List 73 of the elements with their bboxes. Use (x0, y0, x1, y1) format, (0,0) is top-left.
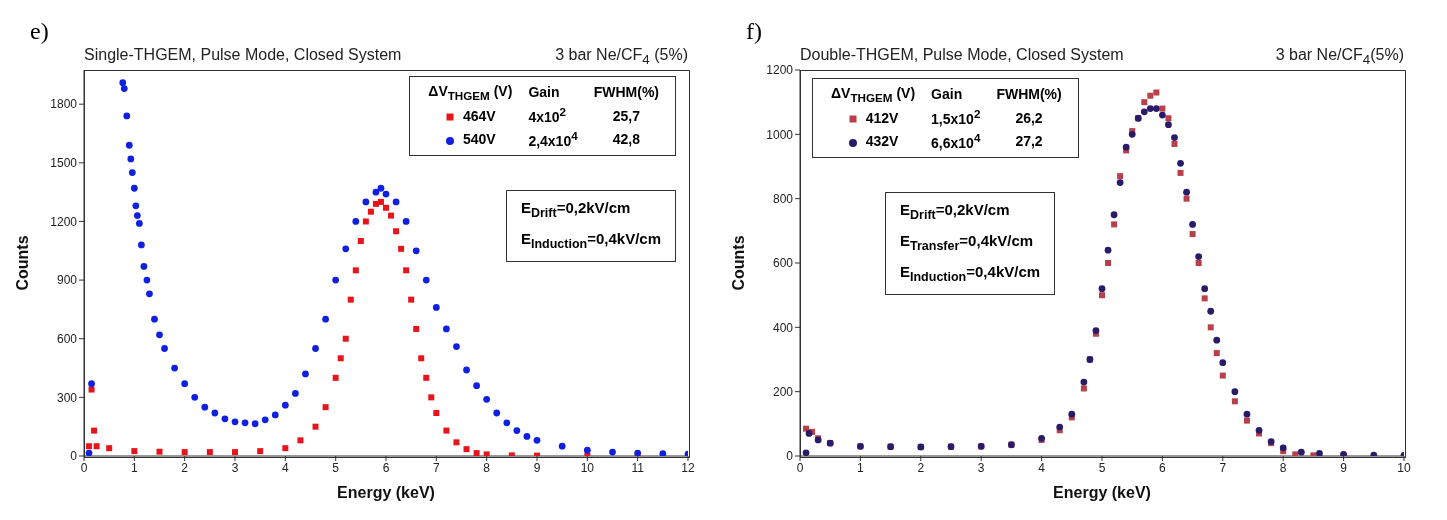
x-tick-label: 10 (1397, 460, 1411, 475)
y-axis-title: Counts (729, 235, 747, 291)
x-tick-label: 6 (382, 460, 390, 475)
x-tick-label: 9 (533, 460, 541, 475)
annotation: 2,4x10$^{4}$ (528, 129, 578, 150)
legend-label: 432V (865, 133, 899, 150)
y-tick-label: 300 (56, 390, 78, 405)
annotation: Gain (931, 86, 963, 103)
x-tick-label: 9 (1340, 460, 1348, 475)
x-tick-label: 7 (1219, 460, 1227, 475)
y-tick-label: 800 (772, 191, 794, 206)
annotation: E$_{Drift}$=0,2kV/cm (520, 199, 631, 220)
x-tick-label: 12 (681, 460, 695, 475)
y-tick-label: 200 (772, 384, 794, 399)
x-tick-label: 2 (181, 460, 189, 475)
x-tick-label: 3 (977, 460, 985, 475)
x-tick-label: 8 (1279, 460, 1287, 475)
x-tick-label: 4 (1038, 460, 1046, 475)
x-tick-label: 1 (857, 460, 865, 475)
x-tick-label: 11 (631, 460, 645, 475)
field-box: E$_{Drift}$=0,2kV/cm E$_{Induction}$=0,4kV/cm (505, 190, 676, 262)
chart-title: Double-THGEM, Pulse Mode, Closed System (800, 46, 1124, 63)
annotation: FWHM(%) (593, 84, 659, 101)
y-tick-label: 1000 (766, 127, 794, 142)
x-axis-title: Energy (keV) (337, 484, 435, 501)
annotation: E$_{Induction}$=0,4kV/cm (520, 230, 661, 251)
x-tick-label: 4 (281, 460, 289, 475)
annotation: 25,7 (612, 107, 640, 124)
x-axis-title: Energy (keV) (1053, 484, 1151, 501)
x-tick-label: 1 (130, 460, 138, 475)
x-tick-label: 6 (1159, 460, 1167, 475)
y-tick-label: 0 (70, 449, 78, 464)
x-tick-label: 3 (231, 460, 239, 475)
y-tick-label: 600 (772, 256, 794, 271)
annotation: E$_{Transfer}$=0,4kV/cm (900, 232, 1034, 253)
y-tick-label: 1500 (50, 156, 78, 171)
y-axis-title: Counts (13, 235, 31, 291)
chart-subtitle: 3 bar Ne/CF$_{4}$ (5%) (555, 46, 688, 68)
text: f) (746, 18, 762, 44)
annotation: FWHM(%) (996, 86, 1062, 103)
x-tick-label: 2 (917, 460, 925, 475)
annotation: ΔV$_{THGEM}$ (V) (428, 83, 513, 102)
y-tick-label: 400 (772, 320, 794, 335)
chart-title: Single-THGEM, Pulse Mode, Closed System (84, 46, 402, 63)
annotation: 27,2 (1015, 133, 1043, 150)
annotation: E$_{Drift}$=0,2kV/cm (900, 201, 1010, 222)
x-tick-label: 8 (483, 460, 491, 475)
annotation: 42,8 (612, 131, 640, 148)
field-box: E$_{Drift}$=0,2kV/cm E$_{Transfer}$=0,4kV/cm E$_{Induction}$=0,4kV/cm (885, 192, 1056, 295)
y-tick-label: 1200 (50, 214, 78, 229)
legend-label: 464V (462, 107, 496, 124)
annotation: 26,2 (1015, 109, 1043, 126)
annotation: 1,5x10$^{2}$ (931, 107, 981, 128)
y-tick-label: 900 (56, 273, 78, 288)
chart-subtitle: 3 bar Ne/CF$_{4}$(5%) (1275, 46, 1404, 68)
annotation: 4x10$^{2}$ (528, 105, 567, 126)
annotation: E$_{Induction}$=0,4kV/cm (900, 263, 1041, 284)
y-tick-label: 1800 (50, 97, 78, 112)
annotation: ΔV$_{THGEM}$ (V) (831, 85, 916, 104)
annotation: 6,6x10$^{4}$ (931, 131, 981, 152)
y-tick-label: 1200 (766, 63, 794, 78)
legend-label: 412V (865, 109, 899, 126)
y-tick-label: 0 (786, 449, 794, 464)
x-tick-label: 5 (1098, 460, 1106, 475)
legend-label: 540V (462, 131, 496, 148)
x-tick-label: 0 (80, 460, 88, 475)
annotation: Gain (528, 84, 560, 101)
x-tick-label: 10 (580, 460, 595, 475)
x-tick-label: 5 (332, 460, 340, 475)
text: e) (30, 18, 49, 44)
x-tick-label: 0 (796, 460, 804, 475)
y-tick-label: 600 (56, 331, 78, 346)
x-tick-label: 7 (432, 460, 440, 475)
